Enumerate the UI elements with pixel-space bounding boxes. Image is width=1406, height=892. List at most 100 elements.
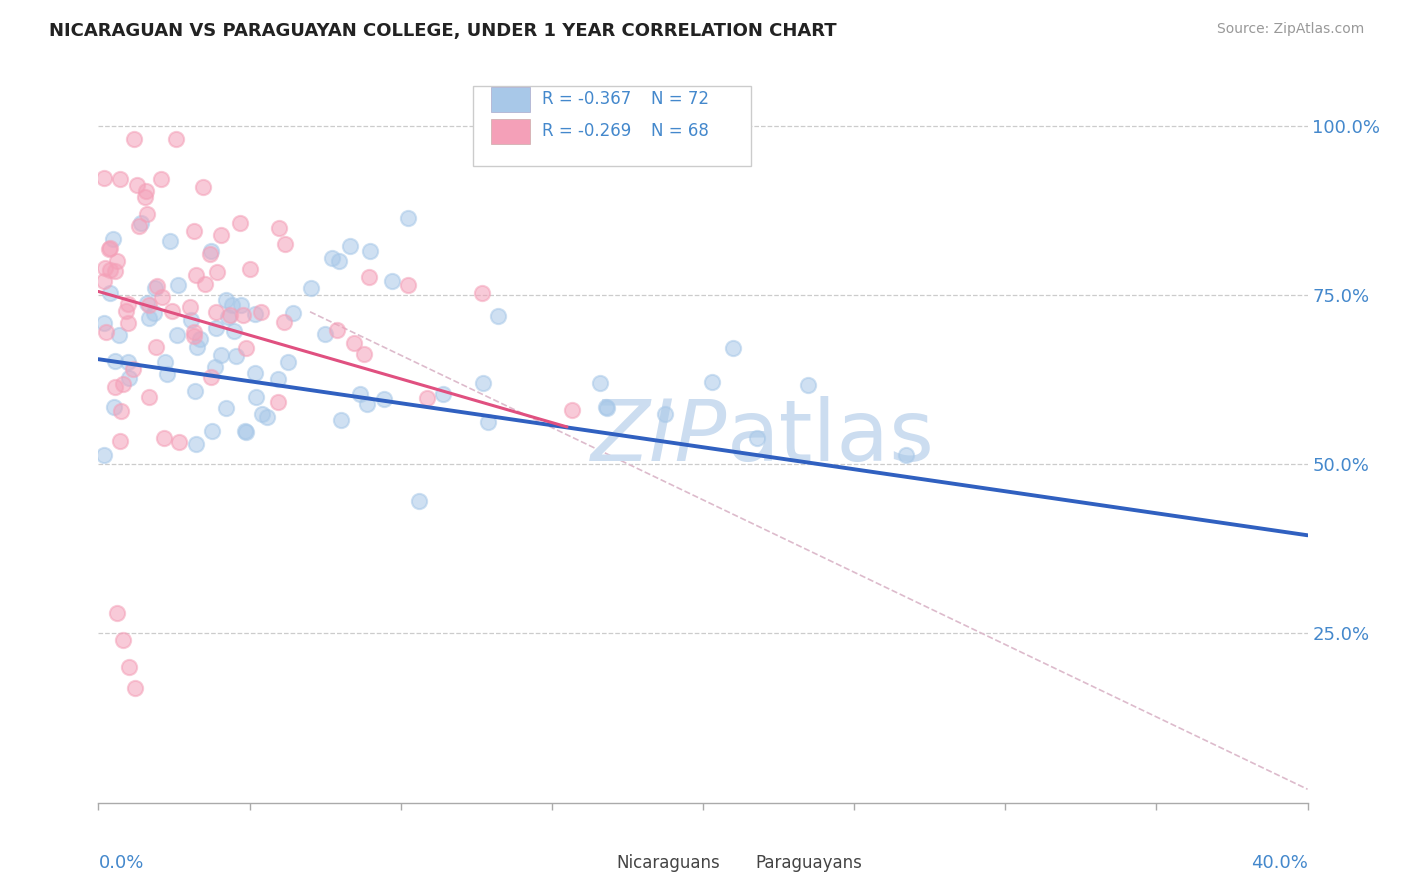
Point [124,132,146,146]
Point [353,347,375,361]
Point [127,178,149,192]
Point [94,260,117,275]
Point [204,360,226,375]
Point [93,449,115,463]
Point [134,189,156,203]
Point [104,264,127,278]
Point [115,304,138,318]
Point [153,355,176,369]
Point [233,425,256,439]
Point [111,376,134,391]
Point [256,409,278,424]
FancyBboxPatch shape [718,854,751,875]
Point [149,171,172,186]
Point [432,387,454,401]
Point [745,431,768,445]
Point [145,340,167,354]
Point [215,293,238,307]
FancyBboxPatch shape [492,87,530,112]
Point [232,308,254,322]
Point [796,377,818,392]
Point [225,349,247,363]
Point [471,286,494,301]
Point [396,278,419,293]
Point [104,354,127,368]
Point [359,270,381,285]
Point [281,306,304,320]
Point [595,401,617,415]
Point [328,254,350,268]
Point [219,308,242,322]
Point [477,415,499,429]
Point [166,327,188,342]
Text: Nicaraguans: Nicaraguans [616,854,720,871]
Point [250,407,273,421]
Point [146,278,169,293]
Point [243,307,266,321]
Point [169,434,191,449]
Point [215,401,238,415]
Point [193,179,215,194]
Point [142,306,165,320]
Point [186,340,208,354]
Point [96,325,118,339]
Point [239,261,262,276]
Point [179,300,201,314]
Point [198,247,221,261]
Text: atlas: atlas [727,395,935,479]
Point [314,327,336,342]
Point [205,265,228,279]
Point [408,494,430,508]
Point [143,281,166,295]
Point [129,216,152,230]
Point [186,268,208,283]
Text: 40.0%: 40.0% [1251,854,1308,872]
Point [250,305,273,319]
Point [124,681,146,695]
Point [702,375,724,389]
Point [356,397,378,411]
Point [416,391,439,405]
Point [111,633,134,648]
Point [235,425,257,440]
Text: Paraguayans: Paraguayans [755,854,862,871]
Point [167,277,190,292]
Text: N = 68: N = 68 [651,122,709,140]
Point [486,309,509,323]
Point [180,313,202,327]
Point [103,401,125,415]
Point [105,606,128,620]
Point [396,211,419,225]
Point [200,370,222,384]
Point [209,227,232,242]
Point [209,348,232,362]
Point [138,390,160,404]
Text: NICARAGUAN VS PARAGUAYAN COLLEGE, UNDER 1 YEAR CORRELATION CHART: NICARAGUAN VS PARAGUAYAN COLLEGE, UNDER … [49,22,837,40]
Text: Source: ZipAtlas.com: Source: ZipAtlas.com [1216,22,1364,37]
Point [373,392,395,406]
Point [159,234,181,248]
Point [118,371,141,385]
FancyBboxPatch shape [474,86,751,167]
Point [138,297,160,311]
Point [269,220,291,235]
Point [472,376,495,391]
Point [194,277,217,291]
Point [894,448,917,462]
Point [343,336,366,351]
Point [205,321,228,335]
Point [117,297,139,311]
Point [183,325,205,339]
Point [108,434,131,448]
FancyBboxPatch shape [492,119,530,144]
Point [128,219,150,234]
Point [93,316,115,330]
Point [165,132,187,146]
Point [117,355,139,369]
Point [217,310,239,324]
Point [153,431,176,445]
Text: 0.0%: 0.0% [98,854,143,872]
Point [299,281,322,295]
Point [201,424,224,438]
Point [349,387,371,401]
